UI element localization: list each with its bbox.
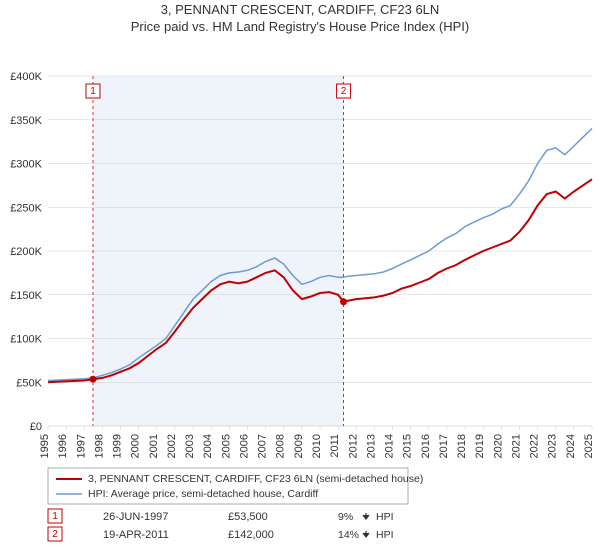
- y-tick-label: £0: [30, 421, 42, 433]
- down-arrow-icon: [363, 513, 369, 519]
- x-tick-label: 2000: [130, 434, 142, 458]
- title-line-1: 3, PENNANT CRESCENT, CARDIFF, CF23 6LN: [0, 2, 600, 19]
- x-tick-label: 2016: [420, 434, 432, 458]
- down-arrow-icon: [363, 531, 369, 537]
- x-tick-label: 2024: [565, 434, 577, 458]
- y-tick-label: £300K: [10, 158, 42, 170]
- x-tick-label: 2021: [510, 434, 522, 458]
- sale-row-number: 2: [52, 529, 58, 540]
- y-tick-label: £250K: [10, 202, 42, 214]
- y-tick-label: £50K: [16, 377, 42, 389]
- x-tick-label: 1995: [39, 434, 51, 458]
- x-tick-label: 2009: [293, 434, 305, 458]
- sale-marker-dot: [340, 298, 347, 305]
- sale-row-pct: 9%: [338, 511, 353, 523]
- y-tick-label: £400K: [10, 71, 42, 83]
- x-tick-label: 1999: [112, 434, 124, 458]
- x-tick-label: 2004: [202, 434, 214, 458]
- sale-row-pct: 14%: [338, 529, 359, 541]
- x-tick-label: 2008: [275, 434, 287, 458]
- sale-marker-number: 1: [90, 86, 96, 97]
- chart-svg: £0 £50K £100K £150K £200K £250K £300K £350K £400…: [0, 36, 600, 556]
- y-tick-label: £350K: [10, 115, 42, 127]
- y-tick-label: £200K: [10, 246, 42, 258]
- x-tick-label: 1997: [75, 434, 87, 458]
- x-tick-label: 2025: [583, 434, 595, 458]
- x-tick-label: 2020: [492, 434, 504, 458]
- x-tick-label: 1998: [93, 434, 105, 458]
- legend-label-sale: 3, PENNANT CRESCENT, CARDIFF, CF23 6LN (…: [88, 473, 423, 485]
- sale-row-price: £53,500: [228, 511, 268, 523]
- legend-label-hpi: HPI: Average price, semi-detached house,…: [88, 488, 318, 500]
- x-tick-label: 2017: [438, 434, 450, 458]
- x-tick-label: 2010: [311, 434, 323, 458]
- sale-row-date: 26-JUN-1997: [103, 511, 168, 523]
- sale-marker-dot: [89, 375, 96, 382]
- y-tick-label: £100K: [10, 333, 42, 345]
- x-tick-label: 2022: [529, 434, 541, 458]
- x-tick-label: 1996: [57, 434, 69, 458]
- sale-row-price: £142,000: [228, 529, 274, 541]
- title-line-2: Price paid vs. HM Land Registry's House …: [0, 19, 600, 36]
- x-tick-label: 2011: [329, 434, 341, 458]
- x-tick-label: 2005: [220, 434, 232, 458]
- x-tick-label: 2006: [238, 434, 250, 458]
- sale-row-suffix: HPI: [376, 529, 394, 541]
- x-tick-label: 2007: [257, 434, 269, 458]
- chart-title: 3, PENNANT CRESCENT, CARDIFF, CF23 6LN P…: [0, 0, 600, 36]
- x-tick-label: 2012: [347, 434, 359, 458]
- sale-marker-number: 2: [341, 86, 347, 97]
- x-tick-label: 2019: [474, 434, 486, 458]
- x-tick-label: 2001: [148, 434, 160, 458]
- sale-row-date: 19-APR-2011: [103, 529, 169, 541]
- x-tick-label: 2018: [456, 434, 468, 458]
- x-tick-label: 2014: [384, 434, 396, 458]
- x-tick-label: 2023: [547, 434, 559, 458]
- x-tick-label: 2015: [402, 434, 414, 458]
- x-tick-label: 2003: [184, 434, 196, 458]
- y-tick-label: £150K: [10, 290, 42, 302]
- sale-row-suffix: HPI: [376, 511, 394, 523]
- x-tick-label: 2002: [166, 434, 178, 458]
- sale-row-number: 1: [52, 511, 58, 522]
- x-tick-label: 2013: [365, 434, 377, 458]
